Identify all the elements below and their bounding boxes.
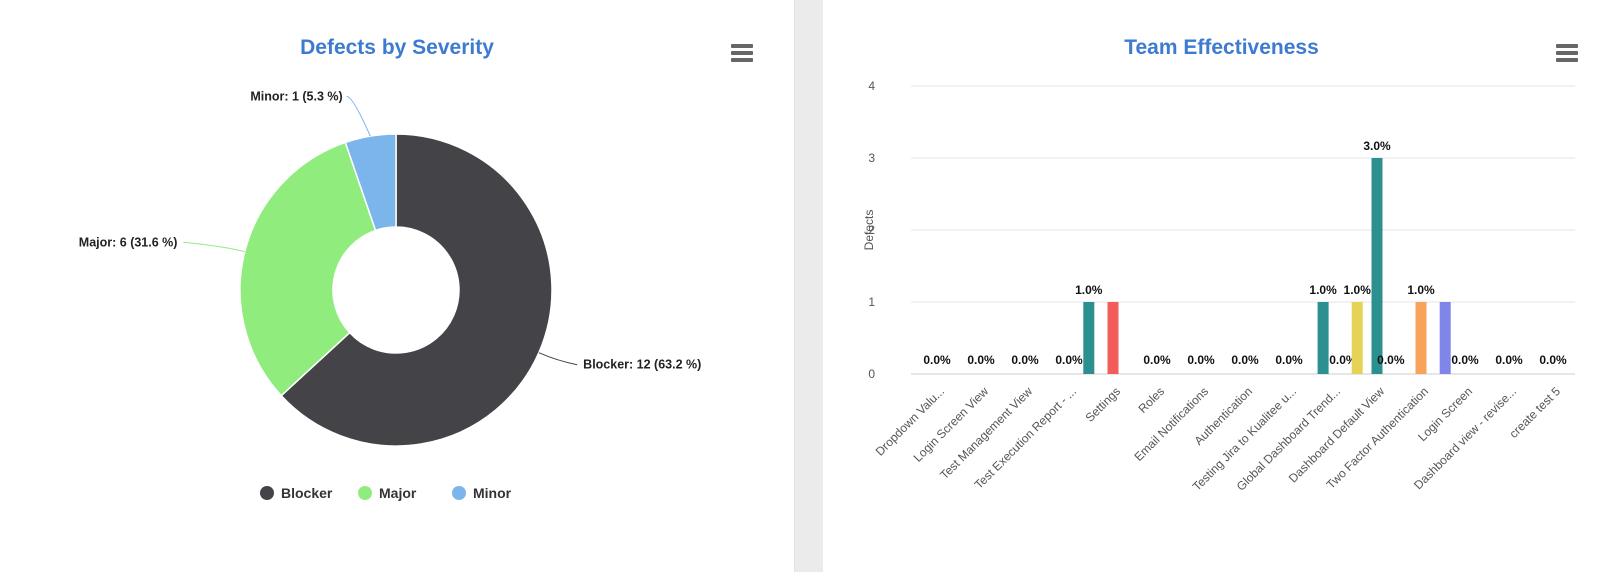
data-label-major: Major: 6 (31.6 %) — [79, 235, 178, 249]
legend-item-major[interactable]: Major — [379, 485, 417, 501]
y-tick-label: 4 — [868, 79, 875, 93]
bar-data-label: 0.0% — [1329, 353, 1357, 367]
bar-data-label: 0.0% — [1187, 353, 1215, 367]
bar[interactable] — [1439, 302, 1451, 374]
bar-data-label: 0.0% — [1275, 353, 1303, 367]
bar[interactable] — [1317, 302, 1329, 374]
bar[interactable] — [1083, 302, 1095, 374]
bar[interactable] — [1415, 302, 1427, 374]
bar-data-label: 1.0% — [1344, 283, 1372, 297]
bar-data-label: 1.0% — [1407, 283, 1435, 297]
connector-major — [183, 241, 245, 253]
chart-title: Team Effectiveness — [1124, 36, 1319, 59]
hamburger-menu-icon[interactable] — [1556, 44, 1578, 62]
donut-chart: Blocker: 12 (63.2 %) Major: 6 (31.6 %) Min… — [79, 89, 701, 501]
bar-data-label: 0.0% — [1539, 353, 1567, 367]
legend-item-blocker[interactable]: Blocker — [281, 485, 333, 501]
y-tick-label: 2 — [868, 223, 875, 237]
connector-blocker — [538, 352, 578, 366]
bar-data-label: 1.0% — [1075, 283, 1103, 297]
slice-blocker[interactable] — [280, 133, 553, 447]
data-label-blocker: Blocker: 12 (63.2 %) — [583, 358, 701, 372]
team-effectiveness-panel: Team Effectiveness 0 1 2 3 4 Defects 0.0% 0.0% 0… — [823, 0, 1620, 572]
x-tick-label: Roles — [1136, 384, 1168, 416]
severity-chart-panel: Defects by Severity Blocker: 12 (63.2 %)… — [0, 0, 795, 572]
y-tick-label: 1 — [868, 295, 875, 309]
bar[interactable] — [1107, 302, 1119, 374]
bar-data-label: 0.0% — [1143, 353, 1171, 367]
legend-marker-blocker — [260, 486, 274, 500]
bar-data-label: 0.0% — [1055, 353, 1083, 367]
bar-data-label: 0.0% — [1011, 353, 1039, 367]
legend-marker-major — [358, 486, 372, 500]
bar-data-label: 1.0% — [1309, 283, 1337, 297]
y-tick-label: 3 — [868, 151, 875, 165]
chart-title: Defects by Severity — [300, 36, 494, 59]
bar-data-label: 0.0% — [967, 353, 995, 367]
bar-chart: 0 1 2 3 4 Defects 0.0% 0.0% 0.0% 0.0% 1.0% 0.0% 0.0%… — [862, 79, 1575, 494]
bar-data-label: 0.0% — [1495, 353, 1523, 367]
legend-marker-minor — [452, 486, 466, 500]
legend-item-minor[interactable]: Minor — [473, 485, 512, 501]
connector-minor — [346, 95, 371, 137]
x-tick-label: Settings — [1083, 384, 1124, 425]
data-label-minor: Minor: 1 (5.3 %) — [250, 89, 342, 103]
bar[interactable] — [1351, 302, 1363, 374]
slice-major[interactable] — [239, 141, 377, 397]
y-tick-label: 0 — [868, 367, 875, 381]
bar-data-label: 0.0% — [1451, 353, 1479, 367]
bar-data-label: 3.0% — [1363, 139, 1391, 153]
slice-minor[interactable] — [344, 133, 397, 232]
bar-data-label: 0.0% — [1377, 353, 1405, 367]
bar-data-label: 0.0% — [923, 353, 951, 367]
hamburger-menu-icon[interactable] — [731, 44, 753, 62]
y-axis-label: Defects — [862, 210, 876, 251]
bar-data-label: 0.0% — [1231, 353, 1259, 367]
x-tick-label: Login Screen View — [911, 384, 992, 465]
bar[interactable] — [1371, 158, 1383, 374]
x-tick-label: Email Notifications — [1131, 384, 1211, 464]
